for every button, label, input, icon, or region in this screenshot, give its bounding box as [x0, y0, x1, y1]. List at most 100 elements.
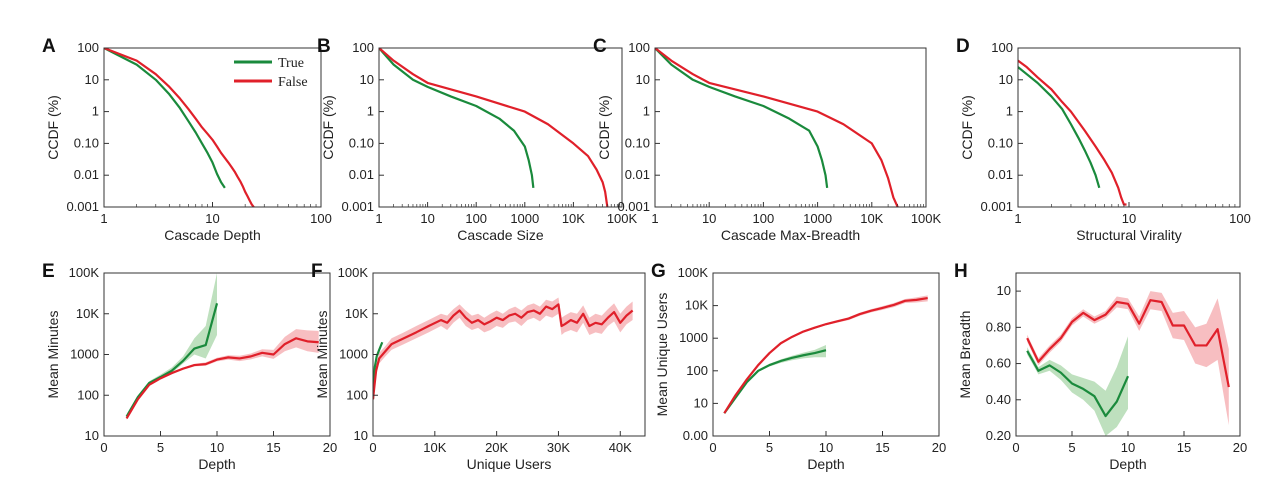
panel-a: 1 10 100 0.001 0.01 0.10 1 10 100 Cascade Depth CC…	[42, 36, 332, 243]
x-tick-label: 5	[1068, 440, 1075, 455]
x-tick-label: 20	[323, 440, 337, 455]
panel-f: 0 10K 20K 30K 40K 10 100 1000 10K 100K Unique User…	[311, 261, 646, 472]
y-tick-label: 10K	[345, 306, 368, 321]
panel-letter: E	[42, 261, 55, 282]
x-tick-label: 10	[702, 211, 716, 226]
y-tick-label: 1	[1006, 104, 1013, 119]
y-tick-label: 0.001	[341, 199, 374, 214]
series-line-false	[655, 48, 899, 207]
y-tick-label: 100K	[678, 265, 709, 280]
x-axis-label: Depth	[807, 456, 844, 472]
plot-area	[125, 273, 319, 420]
x-tick-label: 10K	[423, 440, 446, 455]
panel-letter: H	[954, 261, 968, 282]
x-tick-label: 0	[1012, 440, 1019, 455]
y-tick-label: 0.10	[74, 135, 99, 150]
y-tick-label: 10	[85, 428, 99, 443]
axes-frame	[372, 272, 646, 437]
series-line-true	[1018, 66, 1101, 189]
y-tick-label: 10	[354, 428, 368, 443]
y-tick-label: 10	[85, 72, 99, 87]
panel-letter: F	[311, 261, 323, 282]
x-tick-label: 30K	[547, 440, 570, 455]
panel-letter: A	[42, 36, 56, 57]
x-tick-label: 1	[100, 211, 107, 226]
series-line-false	[379, 48, 609, 207]
plot-area	[723, 295, 928, 414]
y-tick-label: 10	[997, 283, 1011, 298]
legend-label-true: True	[278, 56, 304, 71]
plot-area	[1018, 59, 1127, 206]
legend-label-false: False	[278, 75, 308, 90]
y-tick-label: 10	[999, 72, 1013, 87]
y-tick-label: 1000	[679, 330, 708, 345]
y-tick-label: 1000	[339, 347, 368, 362]
panel-b: 1 10 100 1000 10K 100K0.0010.010.10110100Casc…	[317, 36, 638, 243]
series-line-false	[125, 337, 319, 419]
y-tick-label: 0.10	[625, 135, 650, 150]
x-tick-label: 10	[819, 440, 833, 455]
x-axis-label: Cascade Max-Breadth	[721, 227, 860, 243]
x-tick-label: 100	[465, 211, 487, 226]
plot-area	[104, 48, 255, 207]
y-tick-label: 0.01	[349, 167, 374, 182]
y-tick-label: 1000	[70, 347, 99, 362]
plot-area	[379, 48, 609, 207]
axes-frame	[103, 47, 322, 208]
series-line-true	[379, 48, 535, 188]
x-axis-label: Depth	[198, 456, 235, 472]
x-tick-label: 100	[310, 211, 332, 226]
x-tick-label: 5	[157, 440, 164, 455]
y-tick-label: 10K	[76, 306, 99, 321]
x-axis-label: Structural Virality	[1076, 227, 1182, 243]
x-tick-label: 1	[1014, 211, 1021, 226]
axes-frame	[1017, 47, 1241, 208]
x-axis-label: Unique Users	[467, 456, 552, 472]
y-tick-label: 100	[346, 387, 368, 402]
y-axis-label: CCDF (%)	[596, 95, 612, 160]
panel-e: 0 5 10 15 20 10 100 1000 10K 100K Depth Mean Minute…	[42, 261, 337, 472]
panel-letter: B	[317, 36, 331, 57]
x-tick-label: 40K	[609, 440, 632, 455]
y-tick-label: 1	[92, 104, 99, 119]
y-tick-label: 10	[360, 72, 374, 87]
x-tick-label: 20	[1233, 440, 1247, 455]
plot-area	[373, 297, 634, 405]
y-axis-label: CCDF (%)	[320, 95, 336, 160]
series-line-false	[1018, 59, 1127, 206]
plot-area	[655, 48, 899, 207]
y-tick-label: 100	[628, 40, 650, 55]
axes-frame	[654, 47, 927, 208]
x-tick-label: 5	[766, 440, 773, 455]
y-tick-label: 0.20	[986, 428, 1011, 443]
y-tick-label: 0.80	[986, 319, 1011, 334]
y-axis-label: Mean Breadth	[957, 311, 973, 399]
x-tick-label: 10K	[860, 211, 883, 226]
series-line-false	[104, 48, 255, 207]
series-line-true	[1026, 350, 1130, 418]
series-line-false	[1026, 299, 1230, 388]
x-tick-label: 100K	[607, 211, 638, 226]
y-tick-label: 1	[367, 104, 374, 119]
x-tick-label: 15	[266, 440, 280, 455]
y-tick-label: 10	[694, 395, 708, 410]
y-axis-label: CCDF (%)	[959, 95, 975, 160]
band-true	[724, 344, 826, 414]
series-line-true	[655, 48, 829, 188]
panel-d: 1 10 100 0.001 0.01 0.10 1 10 100 Structural Vira…	[956, 36, 1251, 243]
y-tick-label: 0.40	[986, 392, 1011, 407]
series-line-true	[104, 48, 226, 189]
x-tick-label: 1000	[803, 211, 832, 226]
x-tick-label: 10	[205, 211, 219, 226]
panel-letter: G	[651, 261, 666, 282]
x-tick-label: 20	[932, 440, 946, 455]
y-tick-label: 0.01	[625, 167, 650, 182]
x-tick-label: 100	[753, 211, 775, 226]
x-tick-label: 1000	[510, 211, 539, 226]
axes-frame	[378, 47, 623, 208]
panel-letter: D	[956, 36, 970, 57]
x-axis-label: Cascade Depth	[164, 227, 261, 243]
series-line-true	[373, 341, 384, 400]
